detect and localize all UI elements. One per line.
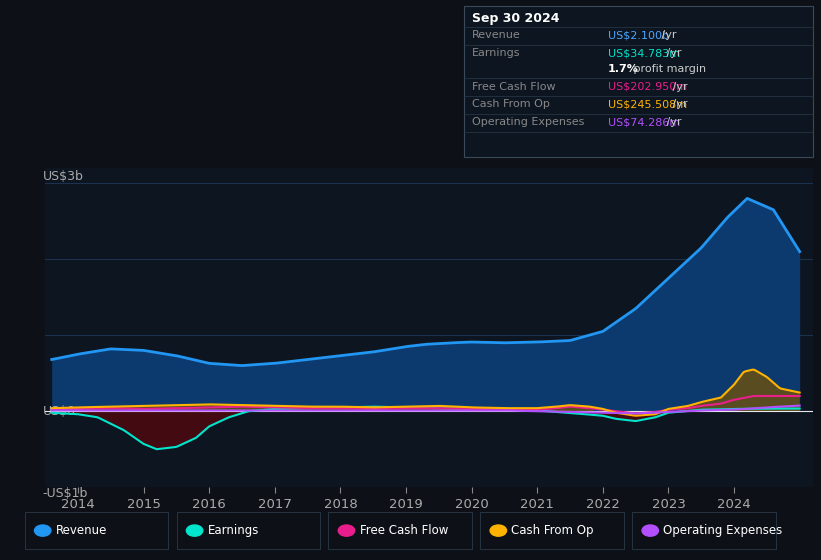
Text: Earnings: Earnings [472,48,521,58]
Text: /yr: /yr [669,100,687,109]
Text: Revenue: Revenue [472,30,521,40]
Text: Free Cash Flow: Free Cash Flow [472,82,556,92]
Text: US$202.950m: US$202.950m [608,82,686,92]
Text: US$74.286m: US$74.286m [608,117,680,127]
Text: US$34.783m: US$34.783m [608,48,680,58]
Text: Sep 30 2024: Sep 30 2024 [472,12,560,25]
Text: /yr: /yr [663,117,682,127]
Text: profit margin: profit margin [630,64,706,74]
Text: US$245.508m: US$245.508m [608,100,686,109]
Text: Operating Expenses: Operating Expenses [472,117,585,127]
Text: Cash From Op: Cash From Op [472,100,550,109]
Text: /yr: /yr [669,82,687,92]
Text: /yr: /yr [663,48,682,58]
Text: /yr: /yr [658,30,677,40]
Text: Cash From Op: Cash From Op [511,524,594,537]
Text: US$0: US$0 [43,405,76,418]
Text: Earnings: Earnings [208,524,259,537]
Text: US$2.100b: US$2.100b [608,30,668,40]
Text: -US$1b: -US$1b [43,487,88,500]
Text: US$3b: US$3b [43,170,84,183]
Text: Revenue: Revenue [56,524,108,537]
Text: 1.7%: 1.7% [608,64,639,74]
Text: Free Cash Flow: Free Cash Flow [360,524,448,537]
Text: Operating Expenses: Operating Expenses [663,524,782,537]
